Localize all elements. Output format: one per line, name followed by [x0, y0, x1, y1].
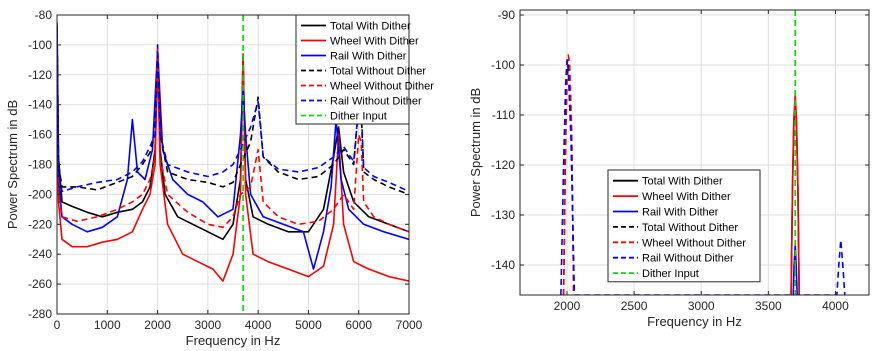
legend-label: Wheel With Dither — [642, 191, 731, 203]
y-tick-label: -260 — [28, 277, 52, 291]
y-tick-label: -280 — [28, 307, 52, 321]
y-tick-label: -140 — [491, 258, 515, 272]
x-tick-label: 5000 — [295, 318, 322, 332]
y-tick-label: -100 — [28, 38, 52, 52]
legend-box — [607, 169, 761, 283]
x-tick-label: 0 — [54, 318, 61, 332]
x-axis-label: Frequency in Hz — [647, 314, 742, 329]
series-line — [57, 29, 409, 282]
x-tick-label: 6000 — [345, 318, 372, 332]
x-tick-label: 2000 — [554, 299, 581, 313]
x-tick-label: 3500 — [755, 299, 782, 313]
axes-box — [519, 9, 870, 296]
legend-label: Total Without Dither — [330, 66, 426, 78]
legend-label: Total With Dither — [330, 21, 411, 33]
series-group — [560, 10, 846, 295]
x-tick-label: 4000 — [245, 318, 272, 332]
y-axis-label: Power Spectrum in dB — [468, 88, 483, 217]
x-tick-label: 3000 — [195, 318, 222, 332]
legend-label: Total With Dither — [642, 176, 723, 188]
legend-label: Rail Without Dither — [642, 253, 734, 265]
x-tick-label: 7000 — [396, 318, 423, 332]
legend-label: Wheel Without Dither — [330, 81, 434, 93]
legend-label: Rail With Dither — [330, 51, 407, 63]
legend: Total With Dither Wheel With Dither Rail W… — [607, 169, 761, 283]
x-tick-label: 3000 — [688, 299, 715, 313]
legend-label: Wheel Without Dither — [642, 237, 746, 249]
series-line — [57, 22, 409, 241]
y-axis-label: Power Spectrum in dB — [5, 100, 20, 229]
x-axis-label: Frequency in Hz — [186, 333, 281, 348]
y-tick-label: -100 — [491, 58, 515, 72]
legend-label: Total Without Dither — [642, 222, 738, 234]
chart-1: 0 1000 2000 3000 4000 5000 6000 7000 -80 -100 -120… — [5, 8, 434, 348]
y-tick-label: -140 — [28, 98, 52, 112]
y-tick-label: -110 — [492, 108, 515, 122]
x-tick-label: 1000 — [94, 318, 121, 332]
series-line — [562, 54, 575, 295]
series-line — [57, 37, 409, 233]
x-tick-label: 2000 — [144, 318, 171, 332]
chart-2: 2000 2500 3000 3500 4000 -90 -100 -110 -120 -130 -… — [468, 8, 870, 329]
y-tick-label: -220 — [28, 217, 52, 231]
y-tick-label: -120 — [491, 158, 515, 172]
legend-label: Dither Input — [330, 111, 387, 123]
y-tick-label: -240 — [28, 247, 52, 261]
series-line — [560, 59, 846, 295]
x-tick-label: 2500 — [621, 299, 648, 313]
legend-label: Rail Without Dither — [330, 96, 422, 108]
y-tick-label: -180 — [28, 158, 52, 172]
y-tick-label: -160 — [28, 128, 52, 142]
legend-box — [295, 14, 410, 125]
y-tick-label: -130 — [491, 208, 515, 222]
legend-label: Rail With Dither — [642, 207, 719, 219]
y-tick-label: -80 — [35, 8, 53, 22]
y-tick-label: -90 — [498, 8, 516, 22]
legend: Total With Dither Wheel With Dither Rail W… — [295, 14, 434, 125]
legend-label: Wheel With Dither — [330, 36, 419, 48]
legend-label: Dither Input — [642, 268, 699, 280]
x-tick-label: 4000 — [822, 299, 849, 313]
y-tick-label: -200 — [28, 187, 52, 201]
y-tick-label: -120 — [28, 68, 52, 82]
